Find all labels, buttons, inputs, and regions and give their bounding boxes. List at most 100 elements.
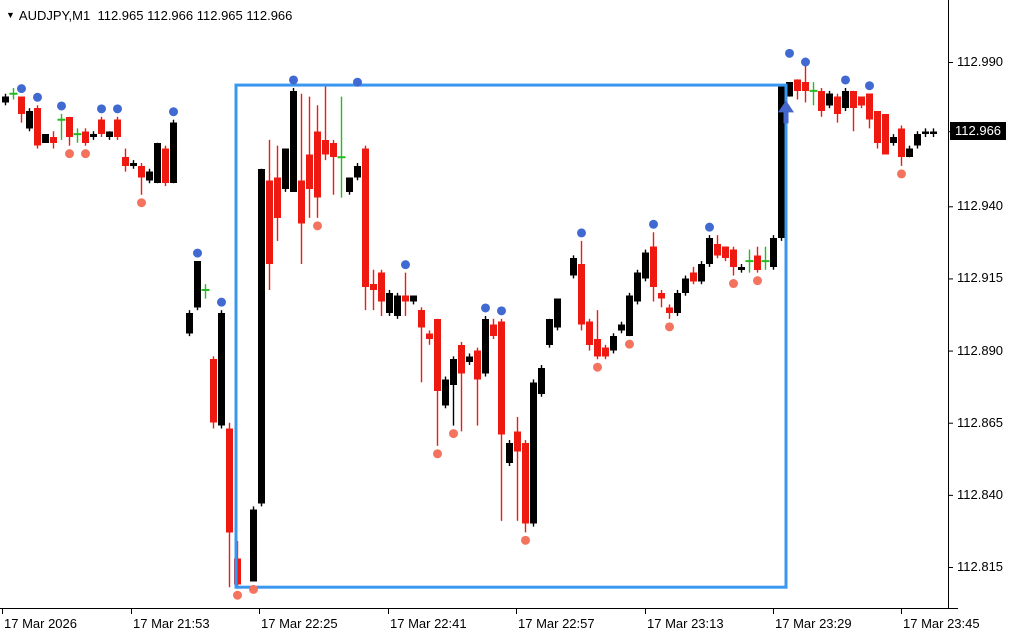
bear-candle-body — [498, 321, 505, 435]
bull-candle-body — [354, 165, 361, 178]
annotation-rectangle[interactable] — [234, 83, 788, 589]
time-axis-label: 17 Mar 21:53 — [133, 616, 210, 631]
bull-candle-body — [410, 295, 417, 302]
bear-candle-body — [314, 131, 321, 198]
bear-candle-body — [882, 113, 889, 155]
bull-candle-body — [546, 318, 553, 345]
time-axis-label: 17 Mar 2026 — [4, 616, 77, 631]
buy-signal-dot — [113, 104, 122, 114]
bear-candle-body — [226, 428, 233, 533]
bear-candle-body — [602, 347, 609, 357]
bull-candle-body — [706, 238, 713, 264]
bull-candle-body — [106, 131, 113, 138]
sell-signal-dot — [81, 149, 90, 159]
bull-candle-body — [890, 137, 897, 143]
bull-candle-body — [450, 359, 457, 386]
bear-candle-body — [714, 243, 721, 256]
time-axis-label: 17 Mar 22:57 — [518, 616, 595, 631]
bull-candle-body — [906, 148, 913, 158]
buy-signal-dot — [33, 92, 42, 102]
buy-signal-dot — [57, 101, 66, 111]
bull-candle-body — [218, 313, 225, 426]
sell-signal-dot — [65, 149, 74, 159]
bear-candle-body — [730, 249, 737, 267]
bear-candle-body — [474, 350, 481, 380]
sell-signal-dot — [593, 362, 602, 372]
bull-candle-body — [394, 295, 401, 316]
bear-candle-body — [434, 318, 441, 391]
bear-candle-body — [426, 333, 433, 340]
price-axis-label: 112.840 — [957, 486, 1004, 502]
price-axis-label: 112.890 — [957, 342, 1004, 358]
buy-signal-dot — [193, 248, 202, 258]
buy-signal-dot — [649, 219, 658, 229]
buy-signal-dot — [217, 297, 226, 307]
bull-candle-body — [442, 379, 449, 406]
bull-candle-body — [2, 96, 9, 103]
buy-signal-dot — [865, 81, 874, 91]
bear-candle-body — [490, 324, 497, 337]
bull-candle-body — [90, 134, 97, 138]
bull-candle-body — [930, 131, 937, 135]
bear-candle-body — [114, 119, 121, 138]
bull-candle-body — [618, 324, 625, 331]
bear-candle-body — [722, 246, 729, 259]
bear-candle-body — [874, 111, 881, 143]
sell-signal-dot — [729, 279, 738, 289]
buy-signal-dot — [97, 104, 106, 114]
buy-signal-dot — [353, 77, 362, 87]
bear-candle-body — [370, 284, 377, 290]
bear-candle-body — [402, 295, 409, 302]
bear-candle-body — [122, 157, 129, 166]
bull-candle-body — [634, 272, 641, 302]
sell-signal-dot — [753, 276, 762, 286]
bear-candle-body — [650, 246, 657, 288]
time-axis-label: 17 Mar 22:25 — [261, 616, 338, 631]
price-axis-label: 112.865 — [957, 414, 1004, 430]
time-axis-label: 17 Mar 23:29 — [775, 616, 852, 631]
bear-candle-body — [266, 180, 273, 264]
bear-candle-body — [18, 96, 25, 114]
bull-candle-body — [186, 313, 193, 334]
buy-arrow-icon[interactable] — [778, 100, 794, 124]
sell-signal-dot — [249, 584, 258, 594]
bull-candle-body — [842, 90, 849, 109]
ohlc-quotes: 112.965 112.966 112.965 112.966 — [97, 8, 293, 23]
bull-candle-body — [26, 111, 33, 129]
current-price-badge: 112.966 — [950, 122, 1007, 141]
bull-candle-body — [554, 298, 561, 328]
sell-signal-dot — [433, 449, 442, 459]
sell-signal-dot — [625, 339, 634, 349]
bear-candle-body — [666, 307, 673, 314]
bull-candle-body — [250, 509, 257, 582]
buy-signal-dot — [785, 48, 794, 58]
bear-candle-body — [210, 359, 217, 423]
bull-candle-body — [738, 266, 745, 270]
price-axis-label: 112.940 — [957, 198, 1004, 214]
buy-signal-dot — [289, 75, 298, 85]
bear-candle-body — [138, 165, 145, 178]
buy-signal-dot — [401, 260, 410, 270]
sell-signal-dot — [233, 590, 242, 600]
bull-candle-body — [258, 168, 265, 504]
bear-candle-body — [378, 272, 385, 302]
bull-candle-body — [778, 85, 785, 239]
bear-candle-body — [458, 344, 465, 374]
bear-candle-body — [50, 137, 57, 143]
bull-candle-body — [922, 131, 929, 135]
sell-signal-dot — [449, 429, 458, 439]
bear-candle-body — [794, 79, 801, 91]
bear-candle-body — [858, 96, 865, 106]
bull-candle-body — [346, 177, 353, 192]
price-axis-label: 112.990 — [957, 54, 1004, 69]
symbol-dropdown-triangle-icon[interactable]: ▼ — [6, 10, 15, 20]
bull-candle-body — [626, 295, 633, 337]
time-axis-label: 17 Mar 23:45 — [903, 616, 980, 631]
bull-candle-body — [570, 258, 577, 276]
price-axis-label: 112.915 — [957, 270, 1004, 286]
bear-candle-body — [866, 93, 873, 120]
bear-candle-body — [898, 128, 905, 158]
bull-candle-body — [770, 238, 777, 267]
